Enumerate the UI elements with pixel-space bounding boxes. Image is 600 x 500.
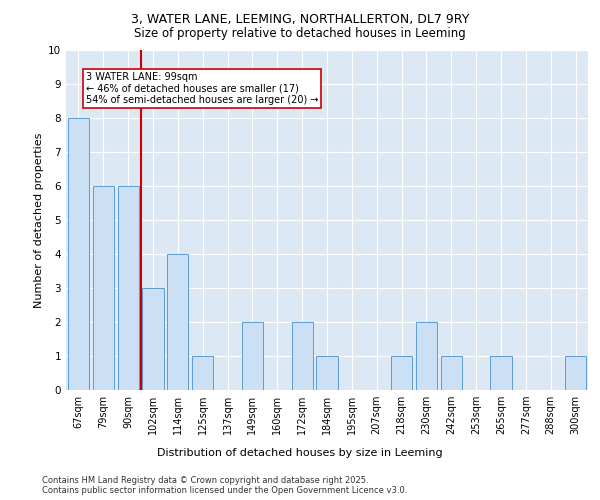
- Bar: [118, 186, 139, 390]
- Bar: [242, 322, 263, 390]
- Bar: [167, 254, 188, 390]
- Bar: [292, 322, 313, 390]
- Bar: [565, 356, 586, 390]
- Bar: [441, 356, 462, 390]
- Y-axis label: Number of detached properties: Number of detached properties: [34, 132, 44, 308]
- Text: 3 WATER LANE: 99sqm
← 46% of detached houses are smaller (17)
54% of semi-detach: 3 WATER LANE: 99sqm ← 46% of detached ho…: [86, 72, 319, 106]
- Text: Contains HM Land Registry data © Crown copyright and database right 2025.
Contai: Contains HM Land Registry data © Crown c…: [42, 476, 407, 495]
- Bar: [391, 356, 412, 390]
- Bar: [416, 322, 437, 390]
- Text: Distribution of detached houses by size in Leeming: Distribution of detached houses by size …: [157, 448, 443, 458]
- Bar: [192, 356, 213, 390]
- Bar: [316, 356, 338, 390]
- Text: Size of property relative to detached houses in Leeming: Size of property relative to detached ho…: [134, 28, 466, 40]
- Text: 3, WATER LANE, LEEMING, NORTHALLERTON, DL7 9RY: 3, WATER LANE, LEEMING, NORTHALLERTON, D…: [131, 12, 469, 26]
- Bar: [93, 186, 114, 390]
- Bar: [490, 356, 512, 390]
- Bar: [68, 118, 89, 390]
- Bar: [142, 288, 164, 390]
